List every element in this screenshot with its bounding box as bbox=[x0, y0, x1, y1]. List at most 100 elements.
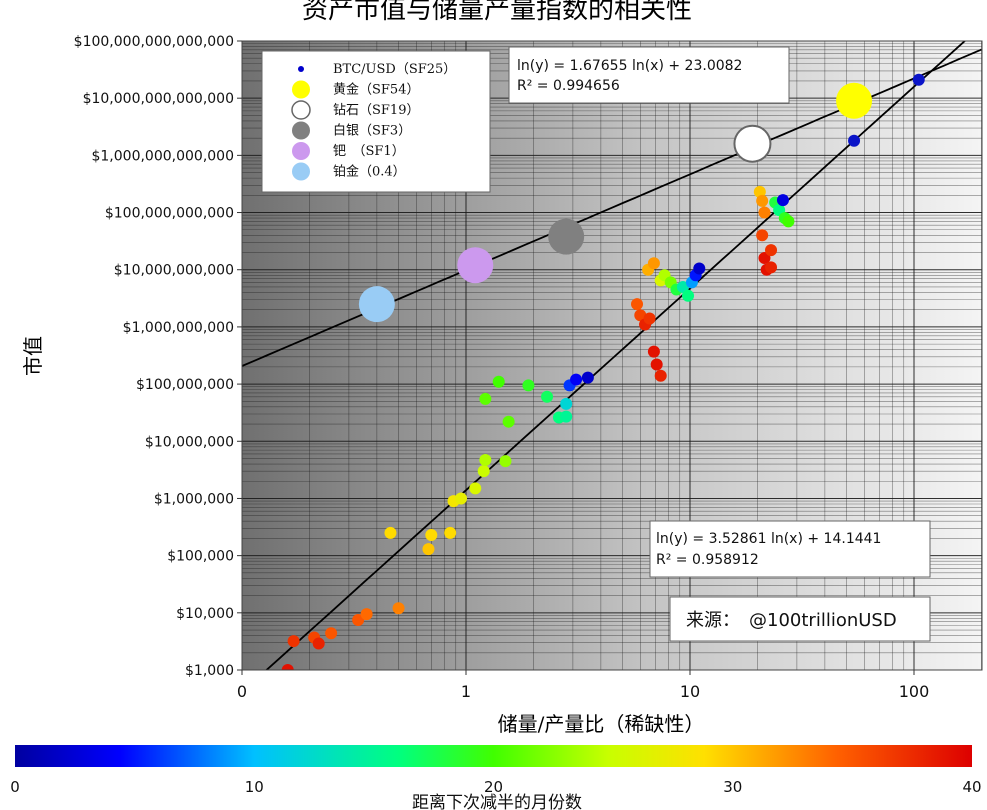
fit-equation-2-line1: ln(y) = 3.52861 ln(x) + 14.1441 bbox=[656, 531, 881, 547]
btc-point bbox=[756, 194, 769, 207]
btc-point bbox=[765, 261, 778, 274]
btc-point bbox=[384, 526, 397, 539]
legend-label: BTC/USD（SF25） bbox=[333, 62, 456, 77]
btc-point bbox=[360, 608, 373, 621]
fit-equation-2: ln(y) = 3.52861 ln(x) + 14.1441 R² = 0.9… bbox=[649, 520, 931, 578]
asset-point bbox=[457, 247, 494, 284]
asset-point bbox=[358, 286, 395, 323]
colorbar-tick-label: 20 bbox=[484, 778, 503, 796]
legend-label: 白银（SF3） bbox=[333, 123, 411, 139]
y-tick-label: $1,000,000,000 bbox=[123, 320, 234, 336]
btc-point bbox=[541, 390, 554, 403]
btc-point bbox=[325, 627, 338, 640]
plot-frame bbox=[241, 40, 983, 671]
fit-equation-1: ln(y) = 1.67655 ln(x) + 23.0082 R² = 0.9… bbox=[508, 46, 790, 104]
btc-point bbox=[479, 454, 492, 467]
x-tick-label: 0 bbox=[237, 682, 247, 701]
btc-point bbox=[682, 289, 695, 302]
x-axis-label: 储量/产量比（稀缺性） bbox=[498, 712, 705, 736]
asset-point bbox=[733, 124, 772, 163]
y-axis-label: 市值 bbox=[21, 336, 45, 376]
x-axis-ticks: 0 1 10 100 bbox=[237, 670, 929, 701]
fit-equation-1-line2: R² = 0.994656 bbox=[517, 78, 620, 94]
legend-marker bbox=[292, 162, 310, 181]
y-axis-ticks: $100,000,000,000,000 $10,000,000,000,000 $… bbox=[74, 34, 242, 679]
btc-point bbox=[281, 664, 294, 670]
btc-point bbox=[634, 309, 647, 322]
asset-point bbox=[836, 82, 873, 119]
btc-point bbox=[425, 528, 438, 541]
btc-point bbox=[782, 215, 795, 228]
btc-point bbox=[765, 244, 778, 257]
legend-marker bbox=[292, 142, 310, 160]
btc-point bbox=[650, 358, 663, 371]
btc-point bbox=[422, 543, 435, 556]
colorbar-tick-label: 40 bbox=[962, 778, 981, 796]
btc-point bbox=[776, 194, 789, 207]
chart-title: 资产市值与储量产量指数的相关性 bbox=[302, 0, 692, 25]
btc-point bbox=[631, 298, 644, 311]
legend-marker bbox=[292, 121, 310, 140]
btc-model-point bbox=[912, 73, 925, 86]
y-tick-label: $1,000 bbox=[185, 663, 234, 679]
y-tick-label: $10,000,000 bbox=[145, 434, 234, 450]
fit-equation-1-box bbox=[508, 46, 790, 104]
x-tick-label: 1 bbox=[461, 682, 471, 701]
y-tick-label: $100,000,000 bbox=[136, 377, 234, 393]
btc-point bbox=[693, 262, 706, 275]
btc-point bbox=[758, 206, 771, 219]
btc-point bbox=[756, 229, 769, 242]
x-tick-label: 10 bbox=[680, 682, 700, 701]
btc-point bbox=[753, 185, 766, 198]
colorbar-tick-label: 10 bbox=[245, 778, 264, 796]
legend-label: 钯 （SF1） bbox=[333, 144, 405, 159]
colorbar-ticks: 0 10 20 30 40 bbox=[10, 778, 981, 796]
fit-equation-2-box bbox=[649, 520, 931, 578]
x-tick-label: 100 bbox=[899, 682, 930, 701]
legend-marker bbox=[298, 66, 304, 72]
btc-point bbox=[647, 345, 660, 358]
colorbar-tick-label: 30 bbox=[723, 778, 742, 796]
colorbar-label: 距离下次减半的月份数 bbox=[412, 793, 582, 810]
btc-point bbox=[676, 280, 689, 293]
btc-point bbox=[581, 371, 594, 384]
legend-label: 铂金（0.4） bbox=[333, 164, 406, 180]
legend-items: BTC/USD（SF25） 黄金（SF54） 钻石（SF19） 白银（SF3） 钯 （S… bbox=[291, 62, 456, 181]
y-tick-label: $100,000 bbox=[167, 549, 234, 565]
legend-label: 黄金（SF54） bbox=[333, 82, 419, 98]
legend: BTC/USD（SF25） 黄金（SF54） 钻石（SF19） 白银（SF3） 钯 （S… bbox=[261, 50, 491, 193]
colorbar-tick-label: 0 bbox=[10, 778, 20, 796]
btc-point bbox=[392, 602, 405, 615]
btc-point bbox=[502, 415, 515, 428]
source-text: 来源： @100trillionUSD bbox=[686, 610, 897, 631]
btc-point bbox=[287, 635, 300, 648]
fit-equation-2-line2: R² = 0.958912 bbox=[656, 552, 759, 568]
btc-point bbox=[455, 492, 468, 505]
y-tick-label: $100,000,000,000 bbox=[105, 206, 234, 222]
btc-point bbox=[560, 410, 573, 423]
btc-point bbox=[647, 257, 660, 270]
source-note: 来源： @100trillionUSD bbox=[669, 596, 931, 642]
btc-point bbox=[477, 465, 490, 478]
fit-equation-1-line1: ln(y) = 1.67655 ln(x) + 23.0082 bbox=[517, 58, 742, 74]
asset-point bbox=[548, 218, 585, 255]
y-tick-label: $1,000,000 bbox=[154, 491, 234, 507]
btc-point bbox=[444, 526, 457, 539]
btc-point bbox=[479, 392, 492, 405]
y-tick-label: $10,000 bbox=[176, 606, 234, 622]
btc-point bbox=[499, 455, 512, 468]
colorbar bbox=[15, 745, 972, 767]
btc-point bbox=[469, 482, 482, 495]
y-tick-label: $1,000,000,000,000 bbox=[91, 148, 234, 164]
btc-point bbox=[560, 397, 573, 410]
btc-point bbox=[522, 379, 535, 392]
legend-marker bbox=[292, 80, 310, 99]
btc-point bbox=[570, 373, 583, 386]
btc-point bbox=[758, 252, 771, 265]
btc-point bbox=[643, 312, 656, 325]
btc-model-point bbox=[848, 134, 861, 147]
btc-point bbox=[654, 369, 667, 382]
btc-point bbox=[352, 613, 365, 626]
data-points bbox=[281, 73, 925, 670]
